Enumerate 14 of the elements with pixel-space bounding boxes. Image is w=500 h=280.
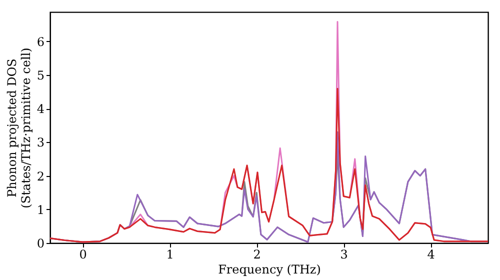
x-tick-label: 3 [340, 248, 348, 262]
x-tick-label: 2 [253, 248, 261, 262]
x-tick-label: 1 [166, 248, 174, 262]
y-tick-label: 0 [36, 236, 44, 250]
x-tick-label: 4 [427, 248, 436, 262]
y-tick-label: 2 [36, 169, 44, 184]
y-tick-label: 5 [36, 68, 44, 82]
y-tick-label: 6 [36, 34, 44, 49]
y-tick-label: 1 [36, 202, 44, 217]
x-tick-label: 0 [79, 248, 87, 262]
y-tick-label: 3 [36, 136, 44, 150]
x-axis-title: Frequency (THz) [218, 262, 321, 276]
y-axis-title: Phonon projected DOS (States/THz·primitive cell) [4, 48, 33, 208]
y-tick-label: 4 [36, 102, 45, 116]
